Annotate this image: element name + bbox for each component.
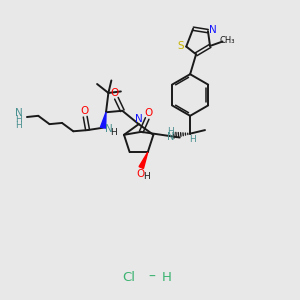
Text: S: S [178,41,184,51]
Text: –: – [148,270,155,284]
Text: CH₃: CH₃ [220,36,235,45]
Text: O: O [80,106,89,116]
Polygon shape [100,112,106,128]
Text: H: H [161,271,171,284]
Polygon shape [139,152,148,169]
Text: O: O [111,88,119,98]
Text: H: H [189,135,196,144]
Text: N: N [105,124,113,134]
Text: N: N [209,25,217,34]
Text: H: H [110,128,117,137]
Text: H: H [143,172,150,181]
Text: N: N [167,132,175,142]
Text: H: H [16,121,22,130]
Text: H: H [167,127,174,136]
Text: O: O [136,169,145,178]
Text: Cl: Cl [123,271,136,284]
Text: N: N [15,108,23,118]
Text: N: N [135,114,142,124]
Text: O: O [144,108,152,118]
Text: H: H [16,115,22,124]
